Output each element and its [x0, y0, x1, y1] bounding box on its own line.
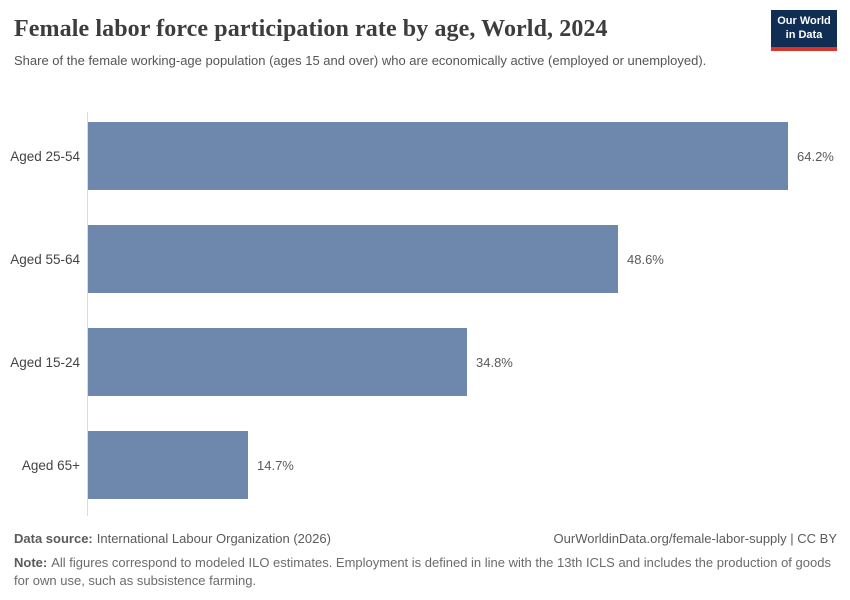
data-source: Data source: International Labour Organiz… [14, 531, 331, 546]
category-label: Aged 55-64 [10, 251, 80, 267]
attribution-link[interactable]: OurWorldinData.org/female-labor-supply |… [553, 531, 837, 546]
bar[interactable] [88, 431, 248, 499]
bar-row: Aged 25-54 64.2% [0, 122, 850, 190]
chart-footer: Data source: International Labour Organiz… [14, 531, 837, 590]
bar[interactable] [88, 122, 788, 190]
data-source-label: Data source: [14, 531, 93, 546]
chart-subtitle: Share of the female working-age populati… [14, 53, 707, 68]
chart-header: Female labor force participation rate by… [14, 16, 760, 70]
value-label: 48.6% [627, 251, 664, 267]
footer-source-line: Data source: International Labour Organiz… [14, 531, 837, 546]
value-label: 14.7% [257, 457, 294, 473]
bar-row: Aged 15-24 34.8% [0, 328, 850, 396]
bar-row: Aged 65+ 14.7% [0, 431, 850, 499]
category-label: Aged 15-24 [10, 354, 80, 370]
owid-logo-line1: Our World [777, 14, 831, 27]
note-value: All figures correspond to modeled ILO es… [14, 555, 831, 589]
note-label: Note: [14, 555, 48, 570]
category-label: Aged 25-54 [10, 148, 80, 164]
y-axis-line [87, 112, 88, 516]
bar[interactable] [88, 225, 618, 293]
bar-row: Aged 55-64 48.6% [0, 225, 850, 293]
chart-title: Female labor force participation rate by… [14, 16, 608, 42]
chart-plot: Aged 25-54 64.2% Aged 55-64 48.6% Aged 15-24… [0, 112, 850, 516]
data-source-value: International Labour Organization (2026) [96, 531, 331, 546]
value-label: 34.8% [476, 354, 513, 370]
owid-logo-line2: in Data [785, 28, 823, 41]
owid-logo[interactable]: Our World in Data [771, 10, 837, 51]
category-label: Aged 65+ [21, 457, 80, 473]
footer-note: Note: All figures correspond to modeled I… [14, 554, 837, 590]
value-label: 64.2% [797, 148, 834, 164]
bar[interactable] [88, 328, 467, 396]
